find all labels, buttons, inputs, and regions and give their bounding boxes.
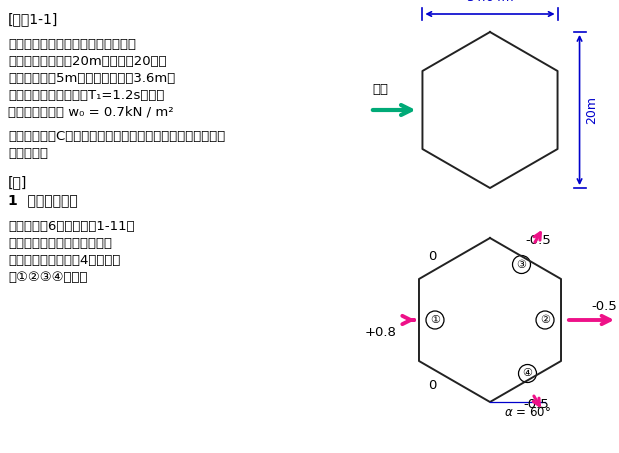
Text: 1  确定体形系数: 1 确定体形系数 <box>8 193 78 207</box>
Text: 如图所示，不为零的4个面分别: 如图所示，不为零的4个面分别 <box>8 254 120 267</box>
Text: 一高层钢筋混凝土结构，平面形状为: 一高层钢筋混凝土结构，平面形状为 <box>8 38 136 51</box>
Text: +0.8: +0.8 <box>365 326 397 338</box>
Text: 用①②③④表示。: 用①②③④表示。 <box>8 271 87 284</box>
Text: -0.5: -0.5 <box>591 299 617 313</box>
Text: -0.5: -0.5 <box>524 398 550 411</box>
Text: [例题1-1]: [例题1-1] <box>8 12 58 26</box>
Text: ③: ③ <box>516 260 527 270</box>
Text: 0: 0 <box>428 250 436 263</box>
Text: -0.5: -0.5 <box>526 234 552 247</box>
Text: [解]: [解] <box>8 175 27 189</box>
Text: 载标准值。: 载标准值。 <box>8 147 48 160</box>
Text: $\alpha$ = 60°: $\alpha$ = 60° <box>504 406 551 419</box>
Text: 20m: 20m <box>585 96 598 124</box>
Text: 除底层层高为5m外，其余层高为3.6m。: 除底层层高为5m外，其余层高为3.6m。 <box>8 72 175 85</box>
Text: ④: ④ <box>522 368 532 379</box>
Text: 正六边形，边长为20m。房屋共20层，: 正六边形，边长为20m。房屋共20层， <box>8 55 167 68</box>
Text: 地面粗糙度为C类。试计算各楼层处与风向一致方向总的风荷: 地面粗糙度为C类。试计算各楼层处与风向一致方向总的风荷 <box>8 130 225 143</box>
Text: 34.64m: 34.64m <box>466 0 514 4</box>
Text: 风向: 风向 <box>372 83 388 96</box>
Text: ②: ② <box>540 315 550 325</box>
Text: 地区的基本风压 w₀ = 0.7kN / m²: 地区的基本风压 w₀ = 0.7kN / m² <box>8 106 173 119</box>
Text: 该房屋共有6个面，查表1-11得: 该房屋共有6个面，查表1-11得 <box>8 220 134 233</box>
Text: ①: ① <box>430 315 440 325</box>
Text: 0: 0 <box>428 379 436 392</box>
Text: 到各个面的风荷载体形系数，: 到各个面的风荷载体形系数， <box>8 237 112 250</box>
Text: 该房屋的第一自振周期T₁=1.2s，所在: 该房屋的第一自振周期T₁=1.2s，所在 <box>8 89 165 102</box>
